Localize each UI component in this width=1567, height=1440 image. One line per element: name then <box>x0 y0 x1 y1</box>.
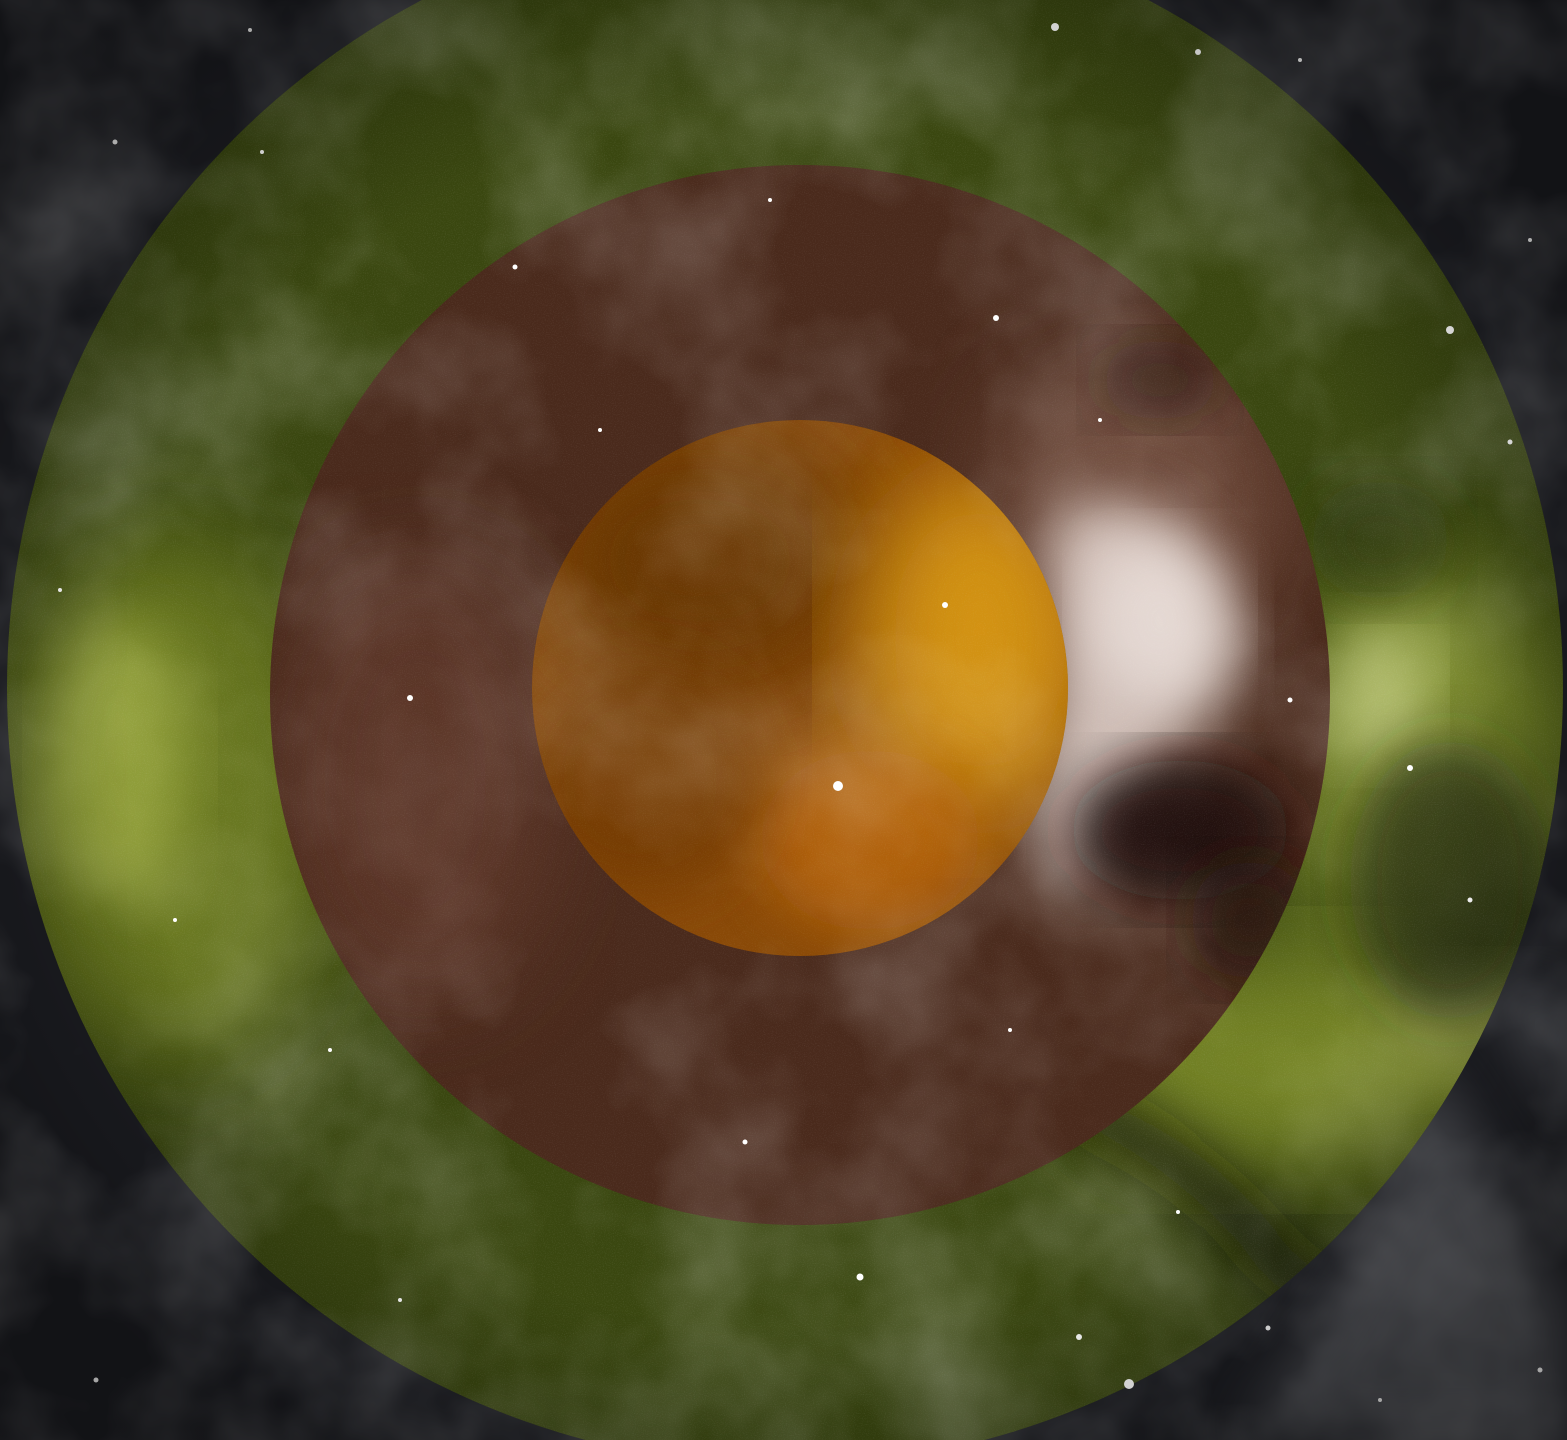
vignette-overlay <box>0 0 1567 1440</box>
nebula-illustration <box>0 0 1567 1440</box>
nebula-photo <box>0 0 1567 1440</box>
